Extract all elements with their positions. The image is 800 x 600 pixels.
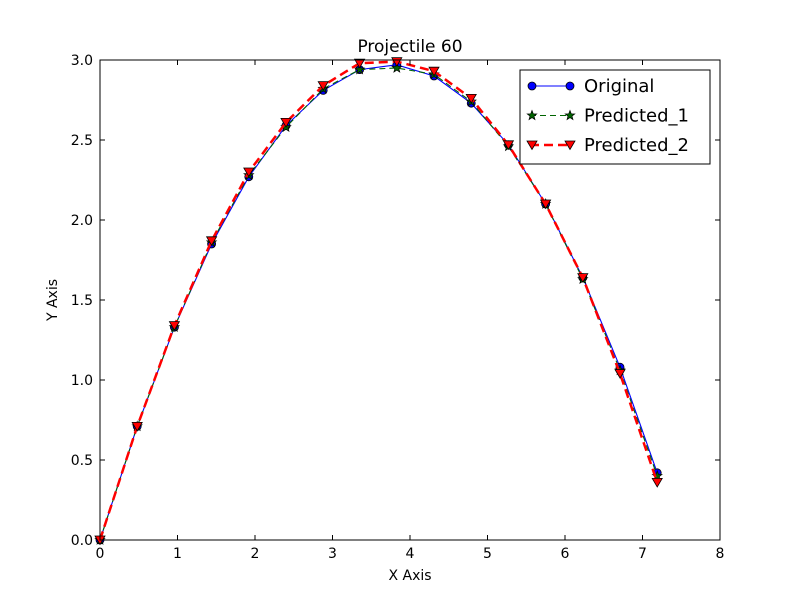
data-point (614, 369, 626, 379)
data-point (502, 140, 515, 151)
data-point (465, 94, 477, 104)
legend-item: Predicted_1 (526, 106, 689, 127)
legend-box (519, 69, 711, 165)
data-point (391, 62, 403, 73)
legend-marker (527, 81, 537, 91)
y-axis-title: Y Axis (45, 279, 61, 322)
x-tick-label: 6 (561, 546, 570, 562)
chart-title: Projectile 60 (357, 37, 462, 57)
data-point (651, 477, 663, 488)
data-point (243, 167, 255, 178)
legend-label: Predicted_2 (584, 135, 689, 156)
y-tick-label: 0.5 (71, 453, 93, 469)
axes-layer: 0 1 2 3 4 5 6 7 8 0.0 0.5 1.0 1.5 2.0 2.5 3.0 (71, 53, 725, 562)
legend-marker (526, 140, 538, 151)
legend-item: Predicted_2 (526, 135, 689, 156)
y-tick-label: 2.5 (71, 133, 93, 149)
data-point (280, 118, 292, 128)
x-tick-label: 5 (483, 546, 492, 562)
legend-marker (564, 109, 576, 121)
series-layer (94, 57, 663, 546)
data-point (428, 66, 440, 77)
x-tick-label: 3 (328, 546, 337, 562)
data-point (577, 273, 589, 283)
legend-marker (565, 81, 575, 91)
legend: Original Predicted_1 Predicted_2 (519, 69, 711, 165)
data-point (131, 421, 143, 432)
x-tick-label: 4 (406, 546, 415, 562)
y-tick-label: 1.5 (71, 293, 93, 309)
y-tick-label: 3.0 (71, 53, 93, 69)
x-tick-label: 0 (96, 546, 105, 562)
y-tick-label: 2.0 (71, 213, 93, 229)
x-tick-label: 1 (173, 546, 182, 562)
x-tick-label: 2 (251, 546, 260, 562)
legend-item: Original (527, 76, 654, 97)
x-axis-title: X Axis (388, 568, 431, 584)
x-tick-label: 7 (638, 546, 647, 562)
legend-marker (526, 109, 538, 121)
data-point (539, 199, 552, 210)
legend-label: Original (584, 76, 654, 97)
data-point (205, 236, 218, 247)
legend-marker (564, 140, 576, 151)
series-line (98, 60, 659, 541)
series-predicted-2 (94, 57, 663, 546)
legend-label: Predicted_1 (584, 106, 689, 127)
data-point (168, 321, 181, 331)
x-tick-label: 8 (716, 546, 725, 562)
y-tick-label: 0.0 (71, 533, 93, 549)
y-tick-label: 1.0 (71, 373, 93, 389)
data-point (353, 63, 366, 75)
data-point (317, 81, 329, 91)
data-point (353, 58, 366, 69)
